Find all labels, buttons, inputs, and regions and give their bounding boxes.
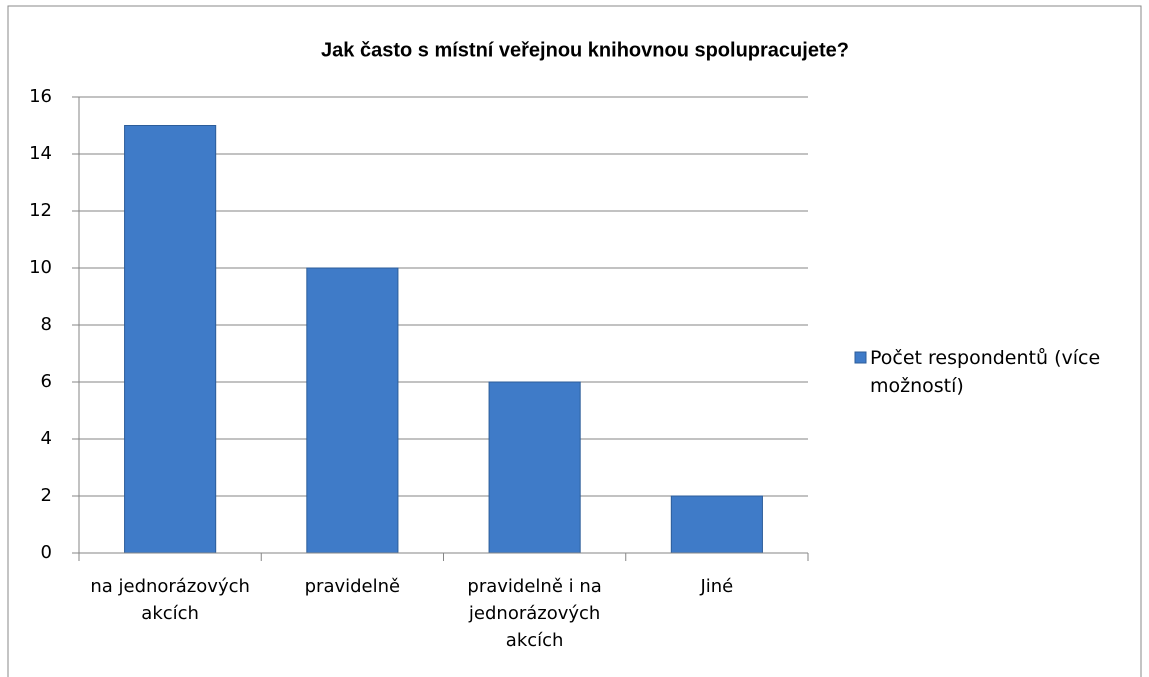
legend-swatch [854,351,867,364]
y-tick-label: 4 [41,428,52,449]
x-tick-label: Jiné [700,576,734,597]
y-tick-label: 16 [29,86,52,107]
chart-title: Jak často s místní veřejnou knihovnou sp… [321,39,849,61]
legend-label: Počet respondentů (více možností) [870,347,1101,397]
x-tick-label: pravidelně [304,576,401,597]
y-tick-label: 14 [29,143,52,164]
x-tick-label: pravidelně i na jednorázových akcích [467,576,602,651]
bar [124,125,217,554]
bar [670,495,763,554]
y-tick-label: 6 [41,371,52,392]
y-tick-label: 12 [29,200,52,221]
bar [488,381,581,554]
x-tick-label: na jednorázových akcích [90,576,250,624]
y-tick-label: 8 [41,314,52,335]
chart-border [7,5,1142,677]
y-tick-label: 2 [41,485,52,506]
bar [306,267,399,554]
y-tick-label: 10 [29,257,52,278]
y-tick-label: 0 [41,542,52,563]
